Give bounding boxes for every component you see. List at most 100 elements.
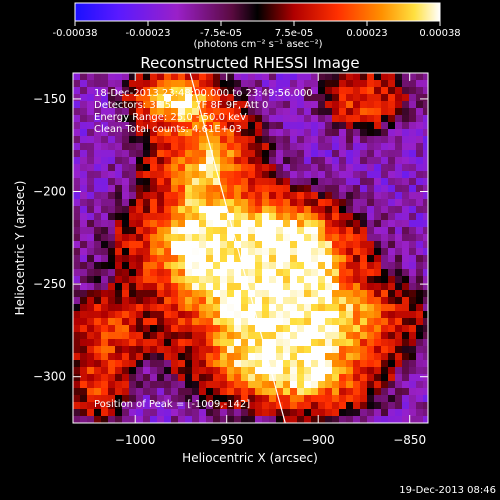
heatmap-cell: [192, 199, 199, 206]
heatmap-cell: [122, 164, 129, 171]
heatmap-cell: [80, 304, 87, 311]
heatmap-cell: [157, 234, 164, 241]
heatmap-cell: [80, 402, 87, 409]
heatmap-cell: [297, 73, 304, 80]
heatmap-cell: [360, 164, 367, 171]
heatmap-cell: [297, 304, 304, 311]
heatmap-cell: [388, 108, 395, 115]
heatmap-cell: [248, 402, 255, 409]
heatmap-cell: [129, 129, 136, 136]
heatmap-cell: [150, 283, 157, 290]
heatmap-cell: [332, 311, 339, 318]
heatmap-cell: [353, 220, 360, 227]
heatmap-cell: [157, 311, 164, 318]
heatmap-cell: [164, 388, 171, 395]
heatmap-cell: [199, 150, 206, 157]
heatmap-cell: [311, 129, 318, 136]
heatmap-cell: [346, 73, 353, 80]
heatmap-cell: [416, 248, 423, 255]
heatmap-cell: [129, 241, 136, 248]
heatmap-cell: [213, 416, 220, 423]
heatmap-cell: [318, 395, 325, 402]
heatmap-cell: [395, 297, 402, 304]
heatmap-cell: [220, 143, 227, 150]
heatmap-cell: [416, 325, 423, 332]
heatmap-cell: [374, 276, 381, 283]
heatmap-cell: [332, 402, 339, 409]
heatmap-cell: [423, 157, 428, 164]
heatmap-cell: [318, 346, 325, 353]
heatmap-cell: [199, 248, 206, 255]
heatmap-cell: [150, 157, 157, 164]
heatmap-cell: [136, 136, 143, 143]
heatmap-cell: [101, 206, 108, 213]
heatmap-cell: [192, 290, 199, 297]
heatmap-cell: [241, 80, 248, 87]
heatmap-cell: [269, 409, 276, 416]
heatmap-cell: [115, 374, 122, 381]
heatmap-cell: [164, 269, 171, 276]
heatmap-cell: [381, 122, 388, 129]
heatmap-cell: [129, 332, 136, 339]
heatmap-cell: [199, 213, 206, 220]
heatmap-cell: [360, 416, 367, 423]
plot-annotations: 18-Dec-2013 23:48:00.000 to 23:49:56.000…: [94, 88, 313, 410]
heatmap-cell: [325, 129, 332, 136]
heatmap-cell: [388, 262, 395, 269]
heatmap-cell: [248, 171, 255, 178]
heatmap-cell: [367, 262, 374, 269]
heatmap-cell: [269, 101, 276, 108]
heatmap-cell: [290, 297, 297, 304]
heatmap-cell: [178, 227, 185, 234]
heatmap-cell: [220, 297, 227, 304]
heatmap-cell: [115, 409, 122, 416]
heatmap-cell: [164, 339, 171, 346]
heatmap-cell: [115, 129, 122, 136]
heatmap-cell: [108, 269, 115, 276]
heatmap-cell: [283, 192, 290, 199]
heatmap-cell: [115, 164, 122, 171]
heatmap-cell: [332, 318, 339, 325]
heatmap-cell: [143, 220, 150, 227]
heatmap-cell: [171, 409, 178, 416]
heatmap-cell: [290, 73, 297, 80]
heatmap-cell: [311, 199, 318, 206]
heatmap-cell: [213, 136, 220, 143]
heatmap-cell: [157, 192, 164, 199]
heatmap-cell: [241, 346, 248, 353]
heatmap-cell: [129, 262, 136, 269]
heatmap-cell: [339, 164, 346, 171]
heatmap-cell: [395, 332, 402, 339]
heatmap-cell: [171, 150, 178, 157]
heatmap-cell: [164, 297, 171, 304]
heatmap-cell: [129, 381, 136, 388]
heatmap-cell: [262, 409, 269, 416]
heatmap-cell: [269, 353, 276, 360]
heatmap-cell: [381, 129, 388, 136]
heatmap-cell: [143, 241, 150, 248]
heatmap-cell: [185, 227, 192, 234]
heatmap-cell: [206, 115, 213, 122]
heatmap-cell: [269, 178, 276, 185]
heatmap-cell: [290, 136, 297, 143]
heatmap-cell: [381, 283, 388, 290]
heatmap-cell: [360, 234, 367, 241]
heatmap-cell: [395, 108, 402, 115]
heatmap-cell: [178, 374, 185, 381]
heatmap-cell: [94, 192, 101, 199]
heatmap-cell: [87, 255, 94, 262]
heatmap-cell: [304, 73, 311, 80]
heatmap-cell: [423, 73, 428, 80]
heatmap-cell: [304, 346, 311, 353]
heatmap-cell: [199, 290, 206, 297]
heatmap-cell: [255, 304, 262, 311]
heatmap-cell: [136, 241, 143, 248]
heatmap-cell: [150, 381, 157, 388]
heatmap-cell: [304, 143, 311, 150]
heatmap-cell: [423, 255, 428, 262]
heatmap-cell: [87, 206, 94, 213]
heatmap-cell: [199, 332, 206, 339]
heatmap-cell: [255, 108, 262, 115]
heatmap-cell: [136, 262, 143, 269]
heatmap-cell: [108, 80, 115, 87]
